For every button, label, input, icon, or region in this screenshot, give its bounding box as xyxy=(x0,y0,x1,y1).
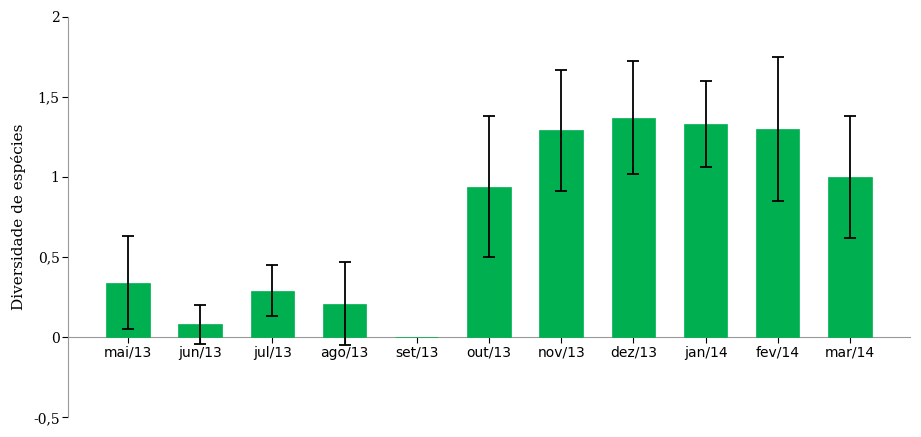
Bar xyxy=(684,124,728,337)
Bar xyxy=(828,177,871,337)
Bar xyxy=(540,130,583,337)
Bar xyxy=(179,324,222,337)
Bar xyxy=(612,118,655,337)
Bar xyxy=(756,129,799,337)
Bar xyxy=(106,283,149,337)
Y-axis label: Diversidade de espécies: Diversidade de espécies xyxy=(11,124,26,310)
Bar xyxy=(467,187,510,337)
Bar xyxy=(251,291,294,337)
Bar xyxy=(323,304,367,337)
